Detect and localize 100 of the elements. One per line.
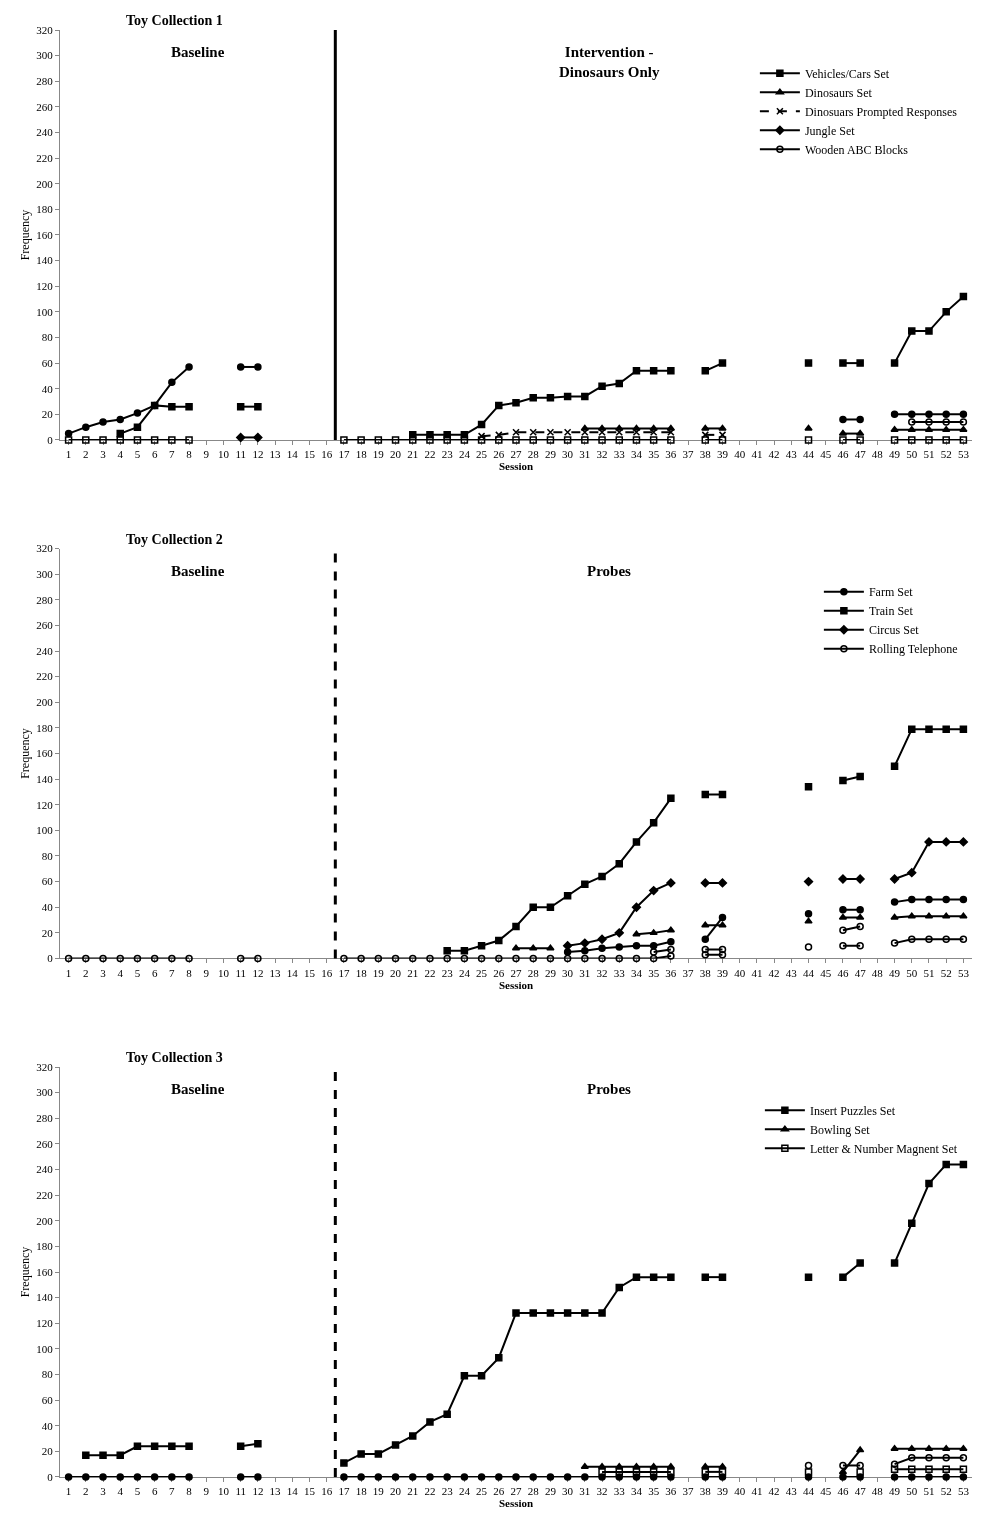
- point: [890, 359, 899, 367]
- x-tick-label: 29: [544, 966, 557, 979]
- x-tick-label: 51: [923, 1485, 935, 1498]
- point: [185, 436, 193, 444]
- point: [632, 930, 641, 937]
- y-tick-label: 240: [36, 126, 54, 139]
- point: [340, 1459, 348, 1467]
- x-tick-label: 40: [734, 448, 746, 461]
- y-tick-label: 260: [36, 619, 54, 632]
- point: [168, 954, 176, 963]
- x-tick-label: 31: [579, 966, 591, 979]
- point: [925, 436, 933, 444]
- point: [718, 950, 727, 959]
- x-tick-label: 4: [117, 448, 124, 461]
- y-axis-title: Frequency: [17, 209, 32, 261]
- point: [133, 436, 142, 444]
- x-tick-label: 51: [923, 448, 935, 461]
- point: [99, 418, 107, 426]
- point: [890, 1445, 899, 1452]
- point: [116, 954, 124, 963]
- point: [667, 794, 675, 803]
- x-tick-label: 7: [169, 1485, 176, 1498]
- point: [839, 359, 847, 367]
- point: [340, 1473, 348, 1481]
- point: [889, 874, 900, 884]
- x-tick-label: 41: [751, 448, 763, 461]
- point: [924, 425, 934, 432]
- point: [460, 1372, 469, 1380]
- x-tick-label: 17: [338, 1485, 350, 1498]
- point: [580, 938, 590, 948]
- x-tick-label: 36: [665, 966, 677, 979]
- x-tick-label: 17: [338, 448, 350, 461]
- x-tick-label: 25: [476, 448, 488, 461]
- x-tick-label: 16: [321, 966, 333, 979]
- annotation: Probes: [587, 1081, 632, 1097]
- point: [581, 436, 589, 444]
- y-tick-label: 200: [36, 696, 54, 709]
- point: [99, 954, 107, 963]
- x-tick-label: 20: [390, 448, 402, 461]
- point: [99, 1473, 107, 1481]
- point: [512, 1309, 520, 1317]
- legend-label: Rolling Telephone: [868, 642, 958, 657]
- point: [649, 954, 658, 963]
- point: [598, 436, 606, 444]
- point: [959, 895, 968, 904]
- point: [460, 436, 469, 444]
- x-tick-label: 16: [321, 448, 333, 461]
- y-tick-label: 260: [36, 1137, 54, 1150]
- point: [495, 1354, 503, 1362]
- point: [374, 1473, 383, 1481]
- point: [563, 436, 572, 444]
- point: [942, 1473, 950, 1481]
- y-tick-label: 300: [36, 567, 54, 580]
- point: [581, 947, 589, 955]
- point: [942, 418, 950, 426]
- point: [925, 1179, 933, 1188]
- x-tick-label: 10: [217, 966, 230, 979]
- x-tick-label: 43: [785, 448, 798, 461]
- point: [856, 922, 864, 931]
- y-tick-label: 320: [36, 1060, 54, 1073]
- point: [701, 790, 710, 799]
- annotation: Baseline: [171, 44, 225, 60]
- x-tick-label: 26: [493, 448, 505, 461]
- x-tick-label: 24: [458, 966, 471, 979]
- x-tick-label: 46: [837, 966, 849, 979]
- y-tick-label: 300: [36, 1086, 54, 1099]
- legend-label: Circus Set: [868, 623, 920, 638]
- point: [236, 363, 245, 371]
- point: [546, 1309, 555, 1317]
- point: [64, 429, 73, 438]
- point: [959, 935, 968, 944]
- point: [477, 436, 486, 444]
- x-tick-label: 43: [785, 966, 798, 979]
- x-tick-label: 32: [596, 966, 608, 979]
- point: [838, 429, 848, 436]
- y-tick-label: 140: [36, 1291, 54, 1304]
- point: [116, 436, 124, 444]
- point: [512, 399, 520, 407]
- x-tick-label: 41: [751, 1485, 763, 1498]
- x-tick-label: 12: [252, 448, 264, 461]
- y-tick-label: 280: [36, 1112, 54, 1125]
- point: [959, 1473, 968, 1481]
- point: [477, 420, 486, 429]
- point: [855, 913, 865, 920]
- point: [856, 1259, 864, 1267]
- point: [959, 1465, 968, 1474]
- point: [856, 359, 864, 367]
- point: [99, 1451, 107, 1459]
- x-tick-label: 6: [151, 1485, 158, 1498]
- point: [839, 1473, 847, 1481]
- x-tick-label: 28: [527, 448, 540, 461]
- x-tick-label: 28: [527, 966, 540, 979]
- x-tick-label: 14: [286, 1485, 299, 1498]
- point: [82, 954, 90, 963]
- x-tick-label: 32: [596, 448, 608, 461]
- point: [615, 436, 623, 444]
- point: [890, 1473, 899, 1481]
- point: [99, 436, 107, 444]
- x-tick-label: 45: [820, 1485, 832, 1498]
- point: [357, 1473, 365, 1481]
